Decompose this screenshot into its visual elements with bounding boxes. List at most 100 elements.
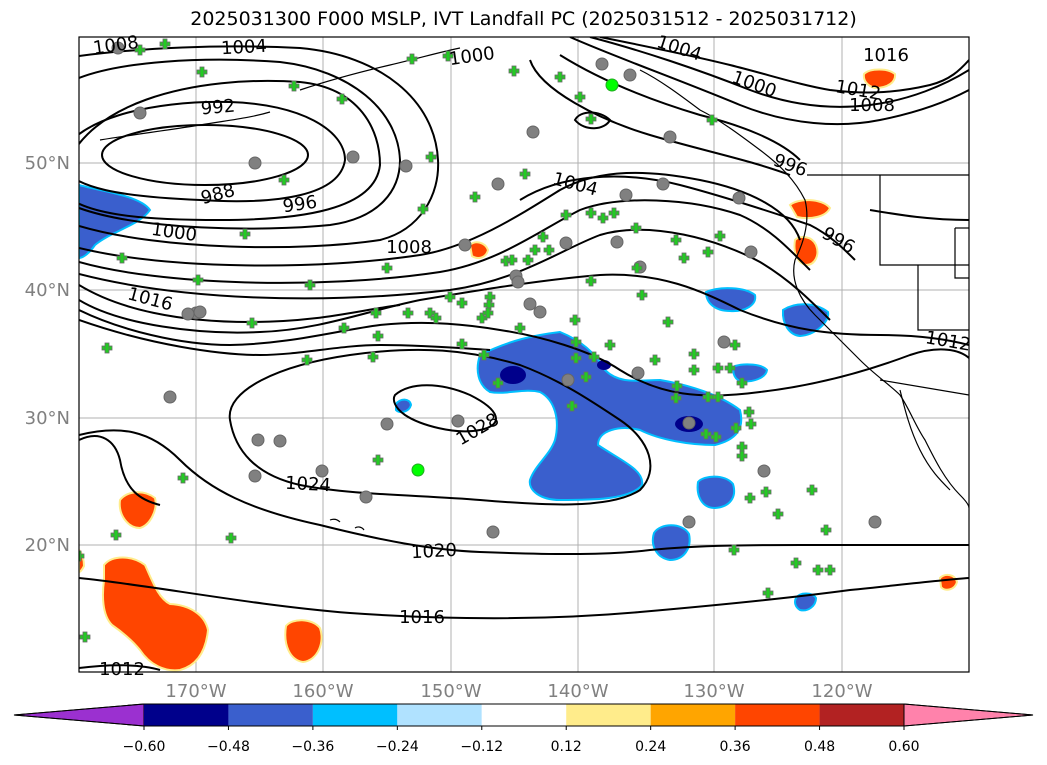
colorbar-tick-label: 0.12 (551, 739, 582, 755)
station-cross (430, 312, 442, 324)
station-cross (225, 532, 237, 544)
station-cross (484, 291, 496, 303)
station-cross (338, 322, 350, 334)
colorbar-tick-label: −0.36 (291, 739, 334, 755)
latitude-label: 40°N (25, 280, 70, 301)
station-cross (706, 114, 718, 126)
station-cross (724, 362, 736, 374)
station-cross (304, 279, 316, 291)
station-circle (111, 41, 125, 55)
station-cross (710, 431, 722, 443)
station-cross (790, 557, 802, 569)
station-circle (868, 515, 882, 529)
station-cross (678, 252, 690, 264)
station-cross (372, 454, 384, 466)
station-cross (744, 492, 756, 504)
colorbar-tick-labels: −0.60 −0.48 −0.36 −0.24 −0.12 0.12 0.24 0.36 0.4… (123, 726, 920, 755)
station-cross (670, 234, 682, 246)
station-circle (623, 68, 637, 82)
longitude-label: 170°W (165, 681, 226, 702)
colorbar-extend-right (903, 703, 1034, 727)
station-circle (399, 159, 413, 173)
contour-label: 1016 (399, 607, 445, 628)
station-circle (458, 238, 472, 252)
station-cross (288, 80, 300, 92)
station-cross (417, 203, 429, 215)
station-cross (745, 418, 757, 430)
station-cross (79, 550, 85, 562)
station-cross (772, 508, 784, 520)
station-cross (671, 380, 683, 392)
station-cross (159, 38, 171, 50)
station-cross (425, 151, 437, 163)
station-circle (595, 57, 609, 71)
station-cross (278, 174, 290, 186)
station-circle (315, 464, 329, 478)
colorbar-bin (650, 704, 736, 726)
station-cross (736, 450, 748, 462)
station-cross (543, 244, 555, 256)
colorbar-tick-label: −0.12 (460, 739, 503, 755)
contour-label: 1004 (221, 36, 268, 59)
station-cross (702, 246, 714, 258)
station-cross (79, 631, 91, 643)
station-circle (610, 235, 624, 249)
station-circle (181, 307, 195, 321)
colorbar-bin (735, 704, 820, 726)
contour-label: 992 (200, 96, 236, 120)
colorbar-tick-label: 0.48 (804, 739, 835, 755)
colorbar-tick-label: −0.60 (123, 739, 166, 755)
station-cross (246, 317, 258, 329)
colorbar-tick-label: 0.60 (888, 739, 919, 755)
station-cross (134, 44, 146, 56)
station-cross (728, 544, 740, 556)
station-cross (239, 228, 251, 240)
station-cross (196, 66, 208, 78)
station-cross (604, 339, 616, 351)
station-circle-green (605, 78, 619, 92)
colorbar-tick-label: −0.48 (207, 739, 250, 755)
contour-label: 1008 (386, 237, 432, 258)
station-cross (101, 342, 113, 354)
station-circle (656, 177, 670, 191)
station-circle (533, 305, 547, 319)
station-cross (580, 371, 592, 383)
colorbar-bin (819, 704, 904, 726)
station-cross (514, 322, 526, 334)
colorbar (13, 703, 1034, 727)
latitude-label: 50°N (25, 153, 70, 174)
station-cross (662, 316, 674, 328)
station-cross (588, 351, 600, 363)
station-circle (251, 433, 265, 447)
station-cross (712, 362, 724, 374)
station-circle (451, 414, 465, 428)
station-circle (193, 305, 207, 319)
contour-label: 1020 (411, 540, 458, 563)
contour-label: 996 (281, 192, 318, 218)
station-cross (636, 289, 648, 301)
station-cross (444, 291, 456, 303)
station-circle (682, 515, 696, 529)
colorbar-bin (481, 704, 567, 726)
station-cross (560, 209, 572, 221)
colorbar-bin (566, 704, 651, 726)
station-cross (469, 191, 481, 203)
station-cross (585, 207, 597, 219)
station-cross (736, 377, 748, 389)
station-circle-green (411, 463, 425, 477)
station-cross (537, 231, 549, 243)
colorbar-bin (228, 704, 313, 726)
station-circle (663, 130, 677, 144)
contour-label: 1016 (863, 45, 909, 66)
coastline (99, 47, 969, 531)
station-circle (248, 156, 262, 170)
station-cross (712, 391, 724, 403)
station-cross (372, 330, 384, 342)
station-cross (569, 314, 581, 326)
plot-frame (78, 36, 970, 673)
station-cross (456, 338, 468, 350)
station-circle (523, 297, 537, 311)
station-cross (336, 93, 348, 105)
station-cross (608, 207, 620, 219)
